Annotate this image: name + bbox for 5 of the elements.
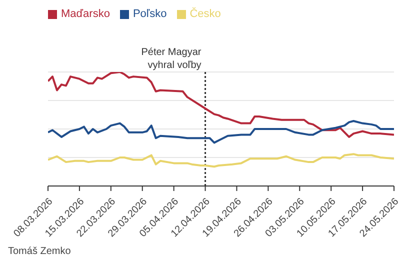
ref-line-label: Péter Magyar vyhral voľby	[141, 47, 202, 71]
legend-label: Česko	[190, 8, 221, 20]
legend-label: Poľsko	[132, 8, 167, 20]
legend-label: Maďarsko	[61, 8, 110, 20]
text: Tomáš Zemko	[8, 246, 72, 257]
